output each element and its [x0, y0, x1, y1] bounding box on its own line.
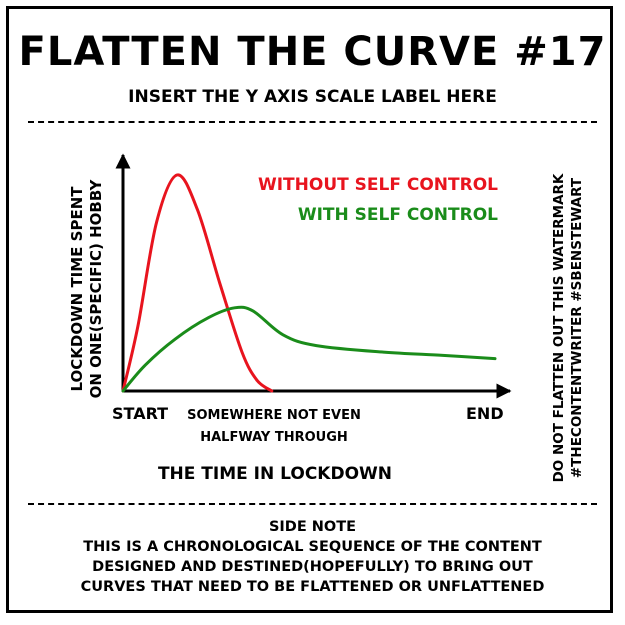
top-divider — [28, 121, 597, 123]
comic-frame — [6, 6, 613, 613]
legend-without-self-control: WITHOUT SELF CONTROL — [257, 175, 498, 195]
side-note-heading: SIDE NOTE — [268, 519, 357, 535]
series-line-without-self-control — [121, 173, 274, 393]
side-note-line-3: CURVES THAT NEED TO BE FLATTENED OR UNFL… — [80, 579, 545, 595]
bottom-divider — [28, 503, 597, 505]
x-tick-end: END — [466, 404, 504, 424]
x-tick-halfway: SOMEWHERE NOT EVEN HALFWAY THROUGH — [179, 405, 369, 449]
x-axis-label: THE TIME IN LOCKDOWN — [157, 464, 393, 484]
side-note-line-2: DESIGNED AND DESTINED(HOPEFULLY) TO BRIN… — [92, 559, 533, 575]
series-line-with-self-control — [121, 305, 497, 393]
side-note: SIDE NOTE THIS IS A CHRONOLOGICAL SEQUEN… — [40, 517, 585, 597]
x-tick-start: START — [112, 404, 168, 424]
side-note-line-1: THIS IS A CHRONOLOGICAL SEQUENCE OF THE … — [83, 539, 542, 555]
page-title: FLATTEN THE CURVE #17 — [18, 29, 607, 75]
subtitle: INSERT THE Y AXIS SCALE LABEL HERE — [128, 87, 497, 107]
x-tick-halfway-line-1: SOMEWHERE NOT EVEN — [187, 408, 361, 423]
legend-with-self-control: WITH SELF CONTROL — [297, 205, 498, 225]
x-tick-start-line: START — [112, 404, 169, 423]
x-tick-end-line: END — [466, 404, 504, 423]
x-tick-halfway-line-2: HALFWAY THROUGH — [200, 430, 348, 445]
